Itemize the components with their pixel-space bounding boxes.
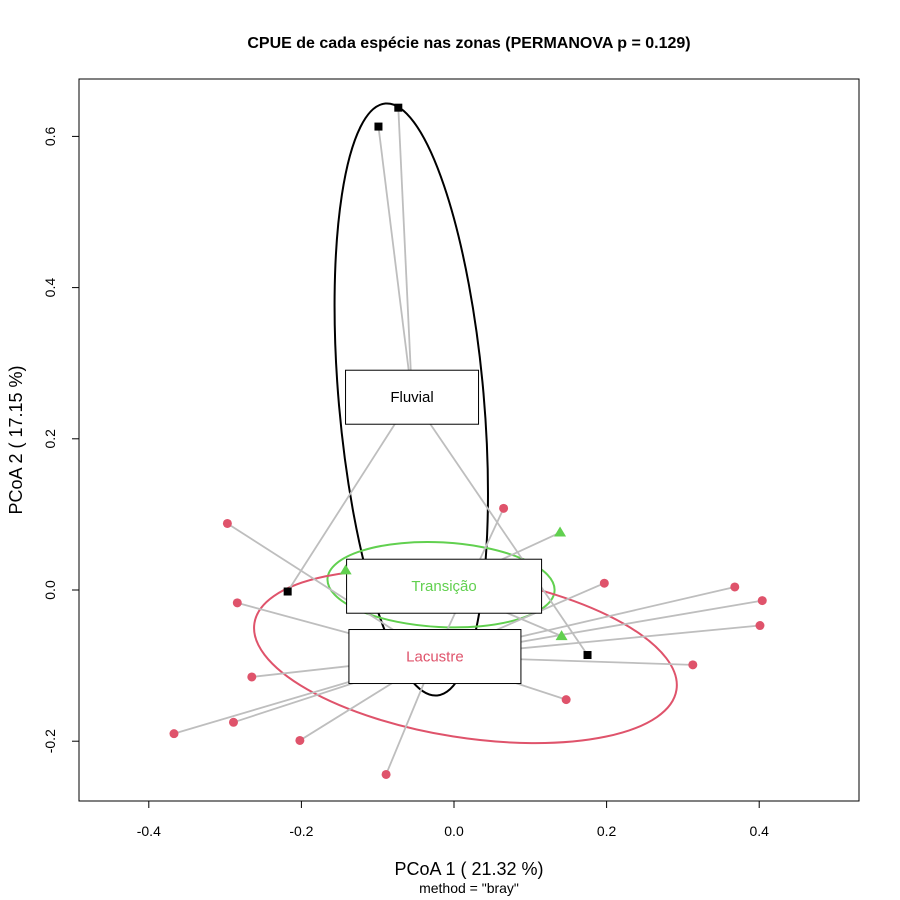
y-axis: -0.2 0.0 0.2 0.4 0.6 [42, 126, 80, 753]
ellipse-transicao [326, 541, 556, 629]
label-lacustre: Lacustre [406, 649, 464, 666]
point-lacustre [228, 717, 238, 727]
point-transicao [554, 526, 567, 537]
x-tick-label: 0.2 [597, 823, 617, 839]
x-axis: -0.4 -0.2 0.0 0.2 0.4 [137, 800, 769, 839]
point-lacustre [599, 578, 609, 588]
x-tick-label: -0.2 [289, 823, 313, 839]
x-tick-label: -0.4 [137, 823, 161, 839]
label-transicao: Transição [411, 578, 476, 595]
ellipse-fluvial [333, 102, 489, 697]
point-lacustre [295, 735, 305, 745]
plot-frame [78, 78, 860, 802]
points-layer [169, 103, 767, 779]
y-tick-label: 0.0 [42, 580, 58, 600]
label-box-transicao [346, 558, 543, 614]
point-transicao [555, 630, 568, 641]
point-lacustre [222, 518, 232, 528]
spider-line-fluvial [397, 107, 413, 398]
y-tick-label: 0.4 [42, 278, 58, 298]
point-lacustre [561, 695, 571, 705]
label-box-lacustre [348, 629, 522, 685]
spider-line-fluvial [286, 396, 413, 592]
label-box-fluvial [345, 369, 480, 425]
point-lacustre [757, 596, 767, 606]
point-fluvial [583, 651, 592, 660]
label-fluvial: Fluvial [390, 389, 433, 406]
x-axis-sublabel: method = "bray" [419, 880, 519, 896]
point-transicao [339, 564, 352, 575]
point-fluvial [283, 587, 292, 596]
point-lacustre [232, 598, 242, 608]
x-tick-label: 0.0 [444, 823, 464, 839]
chart-title: CPUE de cada espécie nas zonas (PERMANOV… [247, 35, 690, 52]
point-lacustre [169, 729, 179, 739]
spider-line-fluvial [411, 396, 589, 656]
y-tick-label: -0.2 [42, 729, 58, 753]
point-lacustre [499, 503, 509, 513]
point-lacustre [381, 769, 391, 779]
x-tick-label: 0.4 [749, 823, 769, 839]
group-labels-layer: Fluvial Transição Lacustre [345, 369, 543, 685]
y-axis-label: PCoA 2 ( 17.15 %) [6, 365, 26, 514]
point-fluvial [374, 122, 383, 131]
point-fluvial [394, 103, 403, 112]
y-tick-label: 0.6 [42, 126, 58, 146]
y-tick-label: 0.2 [42, 429, 58, 449]
point-lacustre [247, 672, 257, 682]
point-lacustre [730, 582, 740, 592]
point-lacustre [688, 660, 698, 670]
point-lacustre [755, 621, 765, 631]
x-axis-label: PCoA 1 ( 21.32 %) [394, 859, 543, 879]
spider-line-fluvial [377, 126, 413, 398]
